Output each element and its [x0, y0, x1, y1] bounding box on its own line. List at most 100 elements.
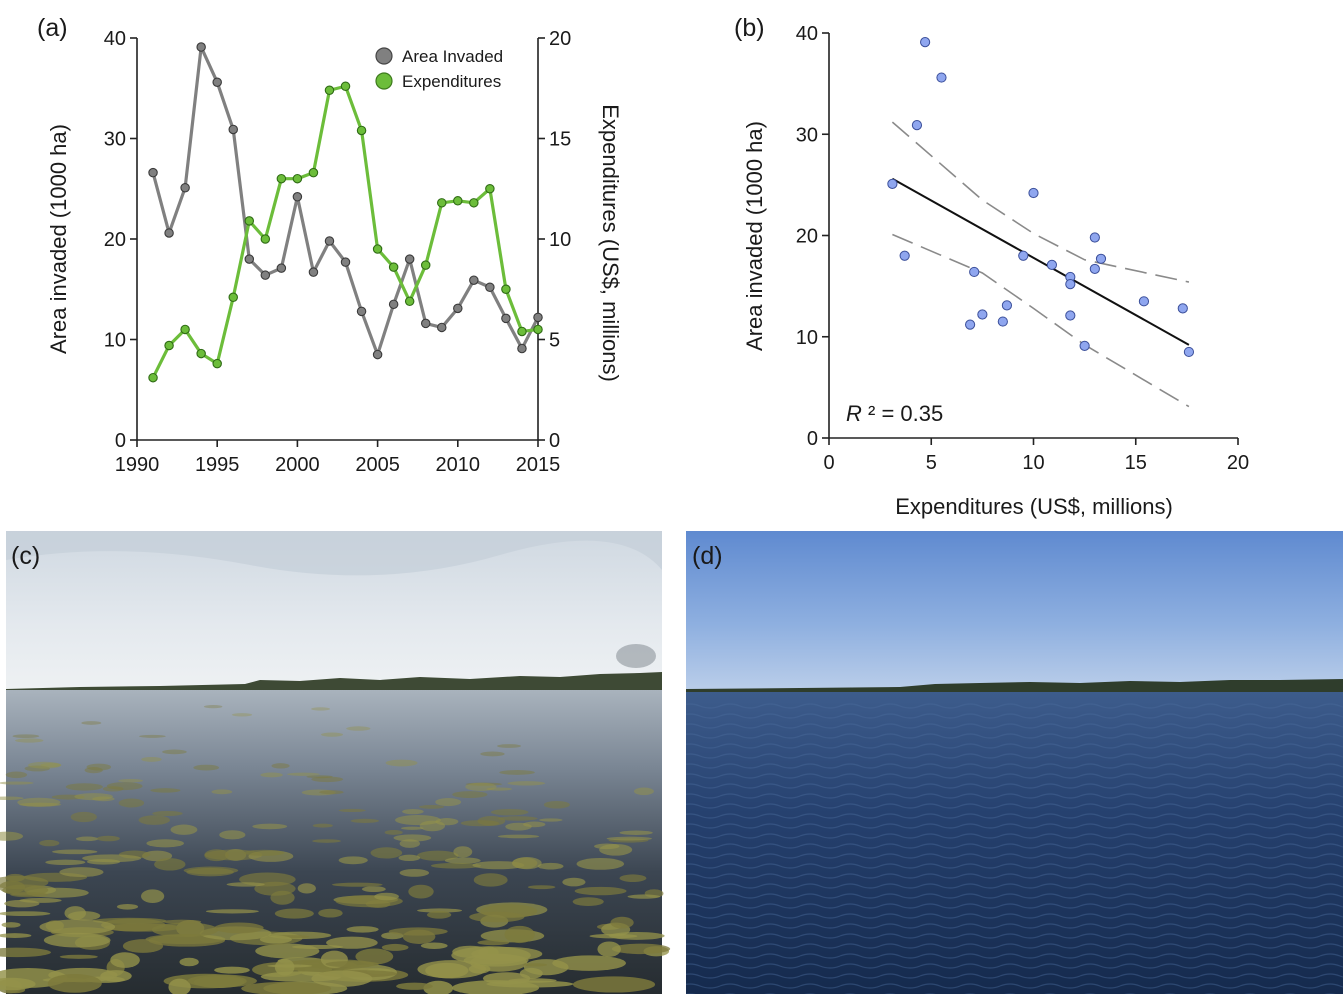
data-point: [453, 196, 463, 206]
weed-patch: [477, 939, 510, 946]
data-point: [437, 198, 447, 208]
weed-patch: [84, 767, 103, 774]
chart-a-xtick-label: 2015: [516, 454, 561, 476]
data-point: [501, 284, 511, 294]
data-point: [517, 326, 527, 337]
scatter-point: [1001, 300, 1013, 311]
weed-patch: [338, 808, 366, 813]
weed-patch: [40, 762, 62, 768]
scatter-point: [1065, 310, 1076, 321]
weed-patch: [139, 734, 166, 738]
weed-patch: [252, 823, 288, 830]
weed-patch: [385, 759, 418, 767]
photo-d-sky: [686, 531, 1343, 689]
weed-patch: [86, 763, 112, 771]
weed-patch: [211, 789, 233, 795]
weed-patch: [599, 843, 633, 856]
chart-b-ytick-label: 40: [796, 23, 818, 45]
weed-patch: [5, 771, 28, 779]
weed-patch: [312, 823, 333, 828]
chart-b-ytick-label: 20: [796, 226, 818, 248]
data-point: [340, 81, 351, 91]
chart-a-y2tick-label: 20: [549, 28, 571, 50]
weed-patch: [146, 839, 185, 848]
weed-patch: [426, 910, 452, 919]
weed-patch: [325, 960, 379, 968]
weed-patch: [168, 978, 191, 994]
weed-patch: [402, 809, 424, 815]
weed-patch: [572, 976, 656, 993]
chart-b-xtick-label: 15: [1125, 452, 1147, 474]
chart-a-xtick-label: 1990: [115, 454, 160, 476]
weed-patch: [512, 857, 542, 870]
r-squared-value: ² = 0.35: [862, 401, 943, 426]
weed-patch: [81, 721, 102, 725]
weed-patch: [96, 835, 120, 842]
weed-patch: [226, 882, 265, 887]
legend-area-invaded-marker: [375, 47, 393, 65]
chart-a-ytick-label: 0: [115, 430, 126, 452]
weed-patch: [523, 821, 546, 828]
weed-patch: [499, 770, 535, 775]
data-point: [180, 182, 190, 193]
weed-patch: [193, 764, 220, 771]
data-point: [180, 324, 190, 335]
weed-patch: [539, 818, 563, 822]
weed-patch: [205, 909, 259, 914]
weed-patch: [331, 882, 383, 887]
weed-patch: [59, 954, 98, 959]
weed-patch: [420, 942, 448, 949]
weed-patch: [110, 952, 140, 968]
weed-patch: [435, 798, 462, 807]
weed-patch: [274, 908, 314, 919]
weed-patch: [418, 805, 445, 809]
weed-patch: [523, 963, 548, 967]
weed-patch: [460, 820, 500, 827]
weed-patch: [597, 941, 621, 957]
weed-patch: [452, 791, 488, 798]
weed-patch: [260, 772, 283, 778]
weed-patch: [312, 839, 341, 843]
weed-patch: [417, 908, 463, 913]
data-point: [308, 267, 319, 277]
weed-patch: [576, 857, 625, 870]
data-point: [437, 322, 447, 333]
data-point: [260, 234, 271, 244]
weed-patch: [537, 862, 564, 870]
scatter-point: [997, 316, 1008, 327]
chart-a-ytick-label: 20: [104, 229, 126, 251]
weed-patch: [388, 927, 448, 936]
data-point: [420, 318, 431, 329]
weed-patch: [338, 856, 368, 865]
chart-b-xlabel: Expenditures (US$, millions): [895, 494, 1173, 519]
weed-patch: [152, 810, 183, 817]
weed-patch: [162, 749, 187, 755]
chart-a-ytick-label: 10: [104, 330, 126, 352]
legend-expenditures-marker: [375, 72, 393, 90]
weed-patch: [346, 926, 379, 933]
weed-patch: [19, 897, 62, 903]
weed-patch: [419, 820, 446, 832]
weed-patch: [465, 782, 503, 786]
weed-patch: [619, 874, 647, 883]
weed-patch: [219, 830, 246, 840]
legend-area-invaded-label: Area Invaded: [402, 47, 503, 66]
weed-patch: [141, 889, 165, 904]
series-line-area-invaded: [151, 45, 540, 357]
data-point: [372, 244, 383, 254]
data-point: [404, 296, 415, 307]
chart-a-ytick-label: 40: [104, 28, 126, 50]
data-point: [469, 198, 479, 208]
data-point: [324, 85, 335, 96]
weed-patch: [64, 906, 87, 920]
scatter-point: [1046, 259, 1058, 270]
weed-patch: [203, 704, 223, 709]
weed-patch: [65, 783, 103, 791]
weed-patch: [633, 787, 654, 796]
weed-patch: [490, 808, 529, 816]
data-point: [533, 312, 543, 323]
weed-patch: [400, 826, 424, 830]
data-point: [244, 254, 255, 264]
scatter-point: [887, 178, 898, 189]
weed-patch: [231, 713, 253, 717]
